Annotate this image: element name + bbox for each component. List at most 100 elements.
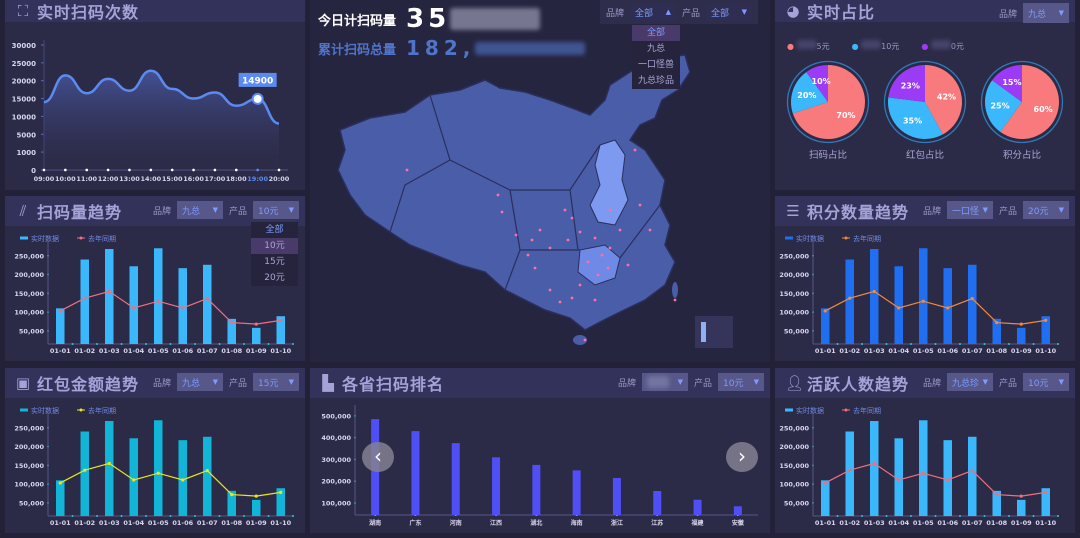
map-point	[618, 228, 622, 232]
bar	[653, 491, 662, 515]
caret-down-icon: ▼	[741, 8, 747, 16]
filters: 品牌 一口怪 ▼ 产品 20元 ▼	[923, 201, 1069, 219]
y-tick-label: 250,000	[14, 252, 44, 260]
slice-label: 20%	[797, 91, 816, 100]
x-tick	[243, 343, 245, 345]
bar-chart-icon: ⫽	[19, 202, 27, 220]
product-select[interactable]: 15元 ▼	[253, 373, 299, 391]
y-tick-label: 150,000	[14, 290, 44, 298]
y-tick-label: 25000	[12, 60, 36, 68]
product-select[interactable]: 全部 ▼	[706, 3, 752, 21]
brand-value: 九总	[1028, 9, 1047, 20]
y-tick-label: 300,000	[321, 456, 351, 464]
line-point	[230, 321, 234, 325]
brand-select[interactable]: 九总珍 ▼	[946, 373, 993, 391]
x-tick-label: 01-01	[50, 347, 71, 355]
panel-title: 实时占比	[807, 3, 876, 22]
product-select[interactable]: 10元 ▼	[1023, 373, 1069, 391]
brand-value: 九总珍	[951, 378, 979, 389]
product-select[interactable]: 10元 ▼	[253, 201, 299, 219]
pie-title: 积分占比	[1003, 149, 1041, 161]
legend-label: 去年同期	[88, 234, 116, 243]
x-tick-dot	[170, 168, 174, 172]
product-select[interactable]: 20元 ▼	[1023, 201, 1069, 219]
legend-label: 去年同期	[88, 406, 116, 415]
scan-count-panel: ⛶ 实时扫码次数 30000 25000 20000 15000 10000 5000 10…	[5, 0, 305, 190]
x-tick	[1032, 343, 1035, 345]
dropdown-option[interactable]: 全部	[632, 25, 680, 41]
brand-select[interactable]: 九总 ▼	[176, 201, 223, 219]
column-chart-icon: ▙	[322, 374, 334, 392]
caret-down-icon: ▼	[212, 206, 218, 214]
map-point	[593, 298, 597, 302]
bar	[80, 431, 89, 516]
product-value: 全部	[711, 8, 730, 19]
product-select[interactable]: 10元 ▼	[718, 373, 764, 391]
line-point	[921, 471, 925, 475]
dropdown-option[interactable]: 20元	[264, 273, 285, 283]
brand-select[interactable]: 全部 ▲	[629, 3, 676, 21]
x-tick	[1057, 343, 1059, 345]
total-value: 182,	[406, 36, 476, 60]
x-tick-label: 01-04	[123, 347, 144, 355]
map-point	[570, 296, 574, 300]
dropdown-option[interactable]: 九总	[646, 44, 665, 54]
legend-label: 去年同期	[853, 234, 881, 243]
series-line	[824, 290, 1046, 325]
x-tick	[934, 515, 937, 517]
line-point	[1044, 318, 1048, 322]
map-point	[633, 148, 637, 152]
caret-down-icon: ▼	[982, 378, 988, 386]
y-tick-label: 250,000	[14, 424, 44, 432]
product-label: 产品	[681, 8, 700, 19]
x-tick-label: 海南	[571, 519, 583, 527]
x-tick-label: 20:00	[269, 175, 290, 183]
series-line	[824, 462, 1046, 497]
pie-slice	[888, 97, 943, 139]
legend-swatch	[785, 236, 793, 240]
brand-label: 品牌	[152, 206, 171, 217]
province-ranking-panel: ▙ 各省扫码排名 品牌 ▼ 产品 10元 ▼ 500,000 400,000 300,…	[310, 368, 770, 533]
brand-select[interactable]: ▼	[641, 373, 688, 391]
x-tick-label: 江西	[490, 519, 502, 527]
x-tick	[267, 343, 270, 345]
filters: 品牌 九总 ▼	[999, 3, 1069, 23]
x-tick	[145, 515, 147, 517]
map-island	[672, 282, 678, 298]
x-tick-label: 01-04	[888, 519, 909, 527]
x-tick-label: 01-02	[839, 347, 860, 355]
brand-select[interactable]: 九总 ▼	[176, 373, 223, 391]
legend-label: 实时数据	[796, 234, 824, 243]
x-tick	[959, 515, 961, 517]
line-point	[181, 478, 185, 482]
line-point	[1044, 490, 1048, 494]
x-tick	[292, 515, 294, 517]
legend-swatch-dot	[79, 236, 83, 240]
prev-button[interactable]: ‹	[362, 442, 394, 472]
next-button[interactable]: ›	[726, 442, 758, 472]
x-tick-label: 14:00	[140, 175, 161, 183]
map-point	[578, 283, 582, 287]
x-tick	[861, 343, 863, 345]
x-tick-label: 01-08	[986, 347, 1007, 355]
dropdown-option[interactable]: 一口怪兽	[637, 60, 674, 70]
x-tick-label: 01-06	[937, 519, 958, 527]
line-point	[823, 309, 827, 313]
caret-down-icon: ▼	[1058, 206, 1064, 214]
pie-ring	[786, 60, 870, 144]
bar	[894, 438, 903, 516]
brand-select[interactable]: 九总 ▼	[1023, 3, 1069, 23]
x-tick-label: 01-08	[221, 347, 242, 355]
dropdown-option[interactable]: 全部	[265, 225, 284, 235]
bar	[992, 490, 1001, 516]
brand-select[interactable]: 一口怪 ▼	[946, 201, 993, 219]
x-tick	[983, 515, 986, 517]
map-point	[548, 288, 552, 292]
product-label: 产品	[998, 206, 1017, 217]
dropdown-option[interactable]: 九总珍品	[637, 76, 674, 86]
panel-title: 各省扫码排名	[342, 375, 445, 394]
brand-label: 品牌	[998, 9, 1017, 20]
dropdown-option[interactable]: 15元	[264, 257, 285, 267]
summary-filters: 品牌 全部 ▲ 产品 全部 ▼	[599, 0, 758, 24]
dropdown-option[interactable]: 10元	[251, 238, 298, 254]
